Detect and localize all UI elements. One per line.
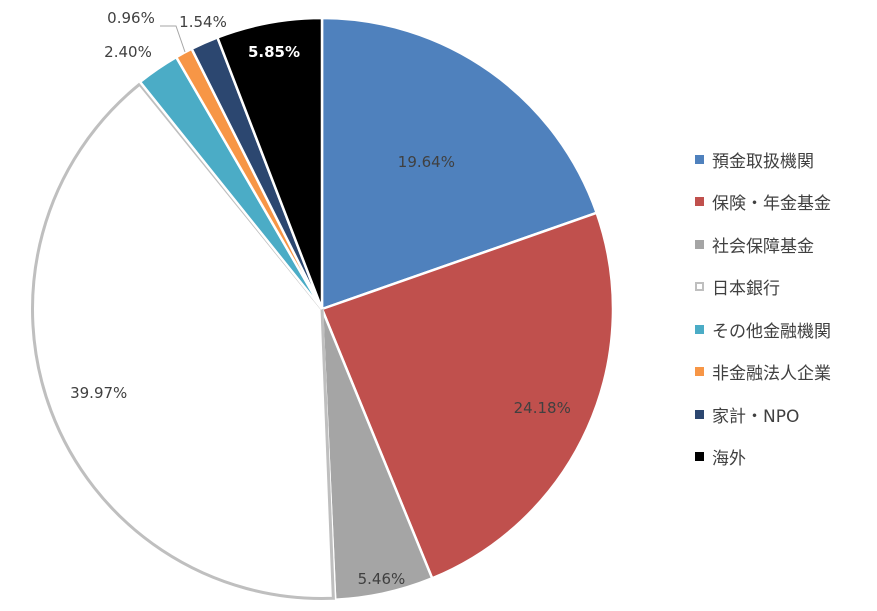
- pie-slices: [29, 16, 615, 602]
- legend-swatch: [695, 239, 704, 249]
- data-label: 0.96%: [107, 9, 155, 27]
- legend-item-bank-of-japan: 日本銀行: [695, 266, 875, 309]
- legend-label: 海外: [712, 449, 746, 470]
- legend-label: その他金融機関: [712, 321, 831, 342]
- legend-label: 家計・NPO: [712, 406, 800, 427]
- legend-swatch: [695, 367, 704, 377]
- data-label: 24.18%: [514, 399, 571, 417]
- legend-label: 非金融法人企業: [712, 364, 831, 385]
- data-label: 19.64%: [398, 153, 455, 171]
- leader-lines: [160, 25, 186, 53]
- data-label: 5.46%: [358, 570, 406, 588]
- legend-item-nonfinancial-corporations: 非金融法人企業: [695, 351, 875, 394]
- legend-item-households-npo: 家計・NPO: [695, 393, 875, 436]
- legend-swatch: [695, 409, 704, 419]
- legend-swatch: [695, 197, 704, 207]
- pie-slice-outline: [31, 82, 335, 600]
- legend-item-overseas: 海外: [695, 436, 875, 479]
- legend-label: 日本銀行: [712, 279, 780, 300]
- legend-item-deposit-institutions: 預金取扱機関: [695, 138, 875, 181]
- legend-item-insurance-pension: 保険・年金基金: [695, 181, 875, 224]
- pie-slice: [320, 211, 615, 580]
- legend-label: 保険・年金基金: [712, 194, 831, 215]
- legend-swatch: [695, 154, 704, 164]
- data-label: 39.97%: [70, 384, 127, 402]
- legend-label: 社会保障基金: [712, 236, 814, 257]
- pie-slice: [215, 16, 324, 310]
- data-label: 2.40%: [104, 43, 152, 61]
- data-label: 5.85%: [248, 43, 300, 61]
- legend-item-other-financial: その他金融機関: [695, 308, 875, 351]
- legend: 預金取扱機関 保険・年金基金 社会保障基金 日本銀行 その他金融機関 非金融法人…: [695, 138, 875, 478]
- legend-swatch: [695, 452, 704, 462]
- data-label: 1.54%: [179, 13, 227, 31]
- legend-label: 預金取扱機関: [712, 151, 814, 172]
- data-labels: 19.64% 24.18% 5.46% 39.97% 2.40% 0.96% 1.54% 5.…: [70, 9, 571, 588]
- legend-item-social-security: 社会保障基金: [695, 223, 875, 266]
- legend-swatch: [695, 282, 704, 292]
- legend-swatch: [695, 324, 704, 334]
- leader-line: [160, 25, 186, 53]
